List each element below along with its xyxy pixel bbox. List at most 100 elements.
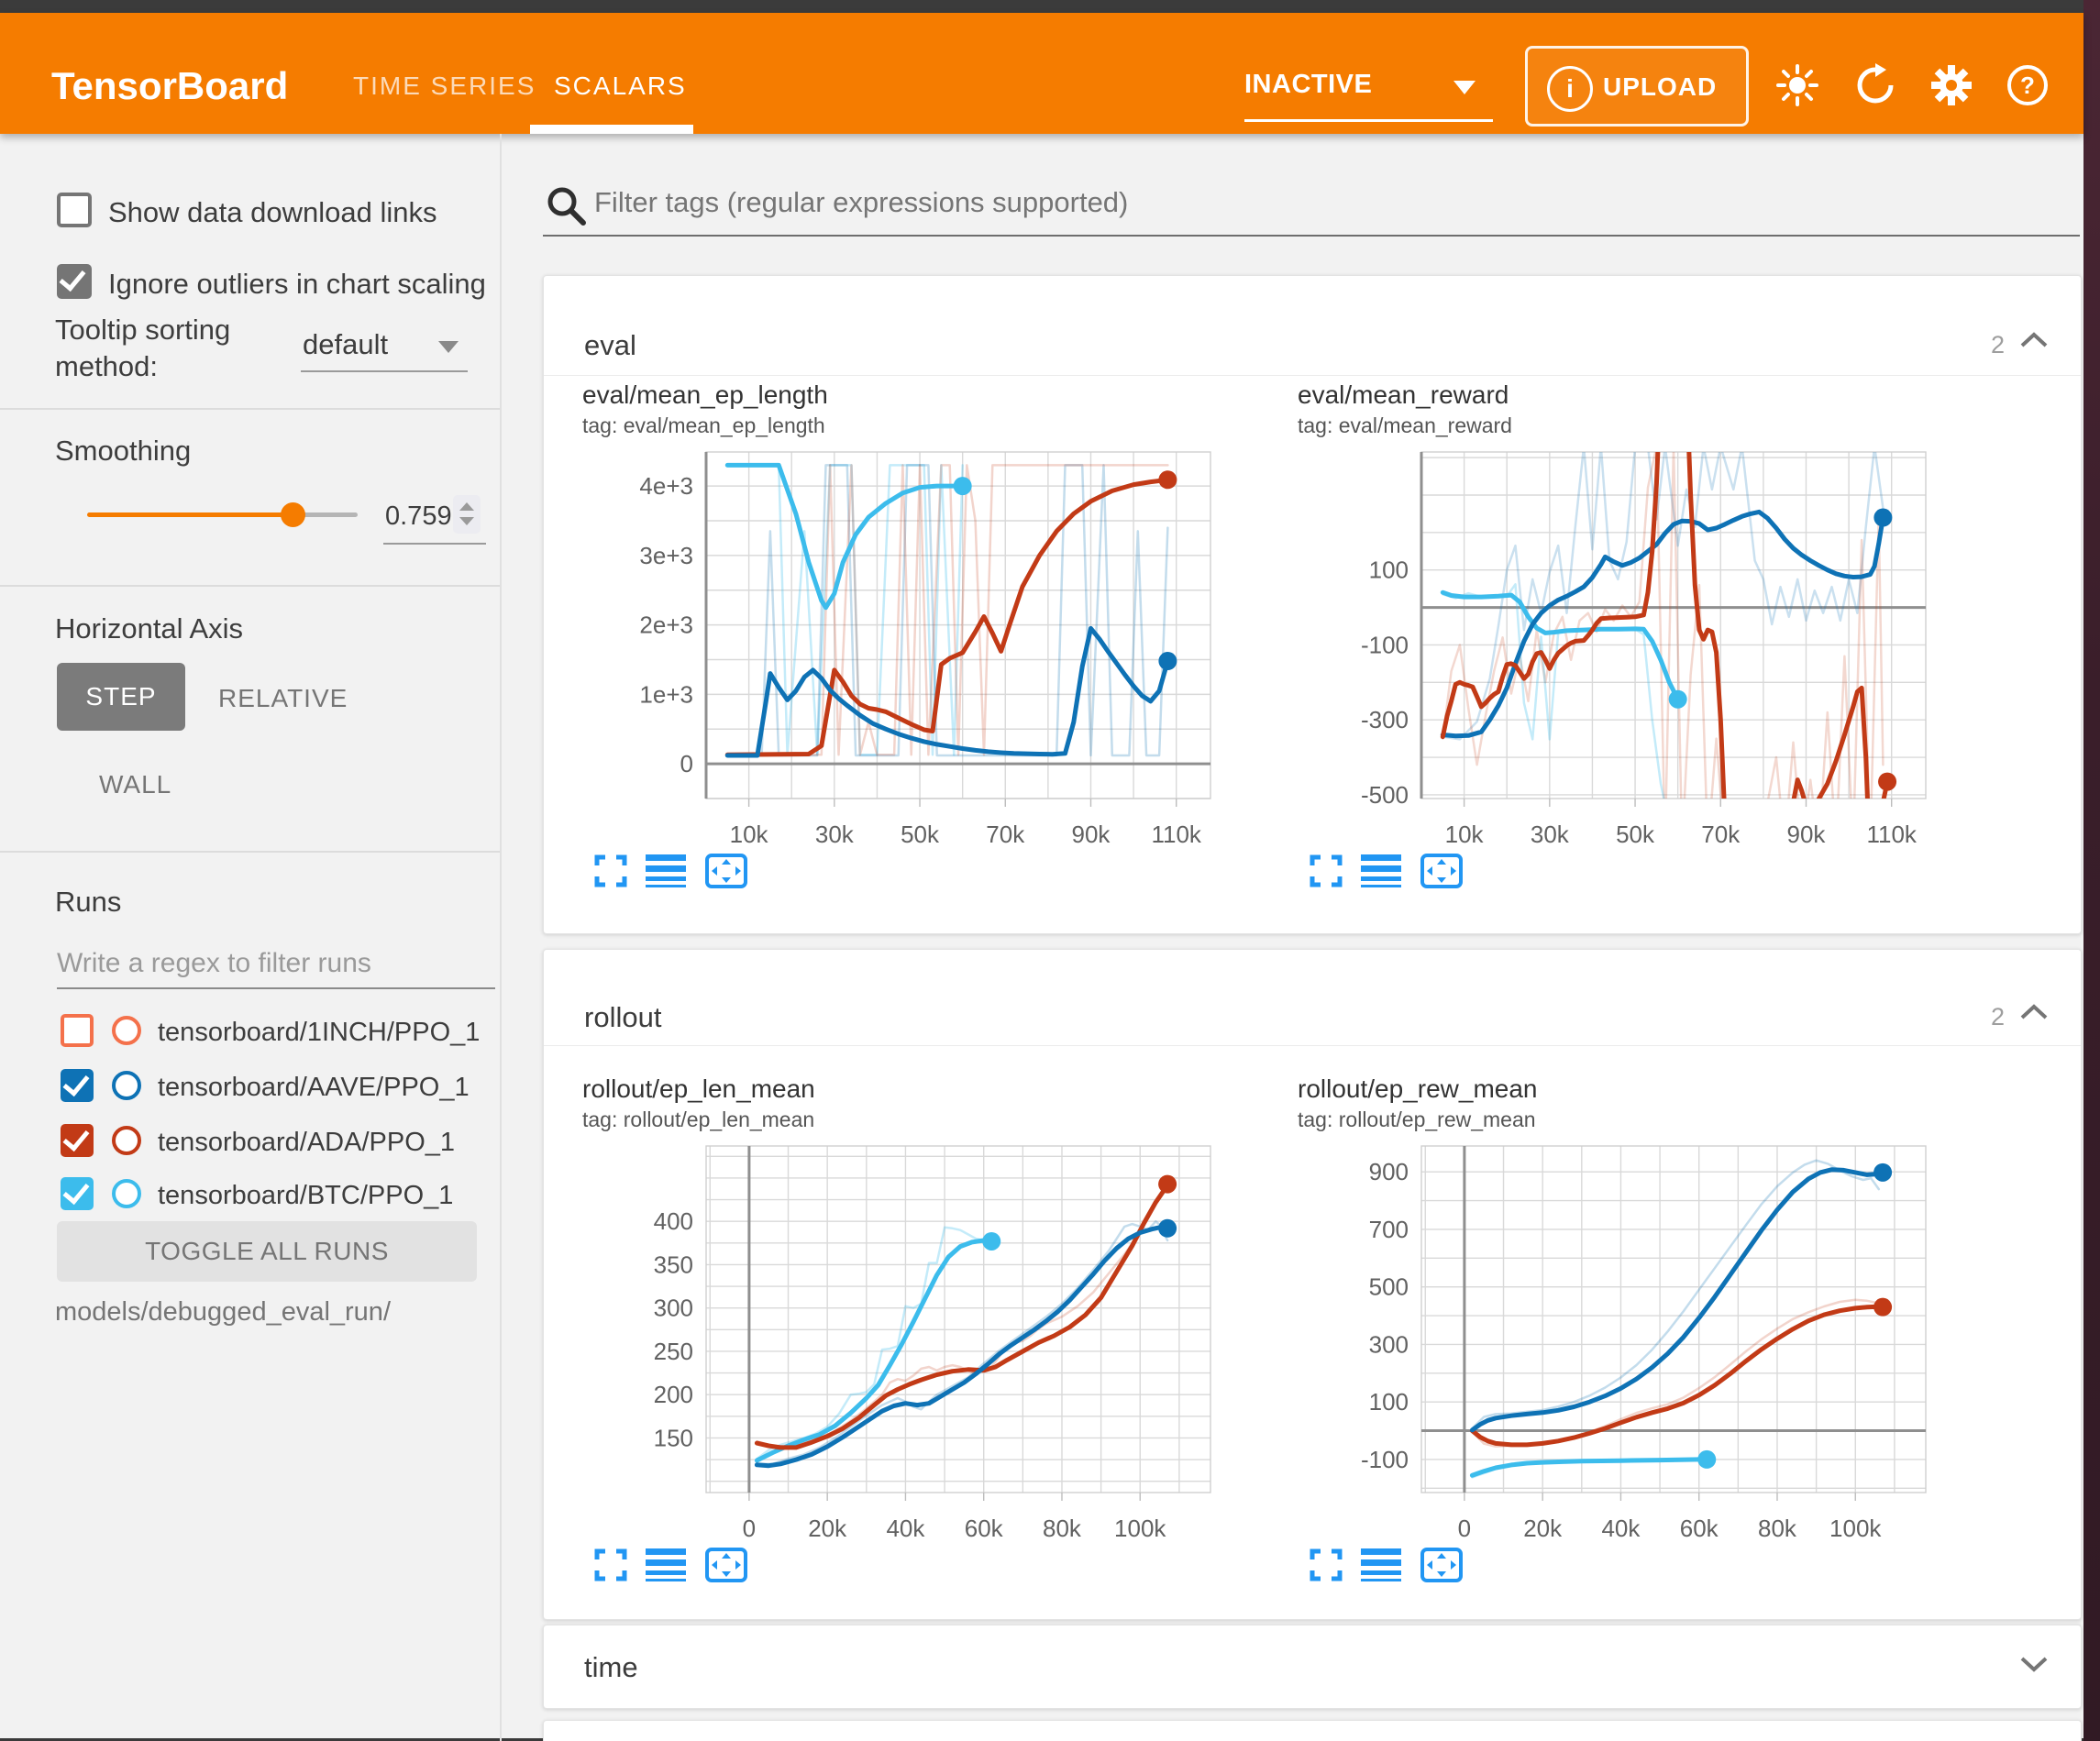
fit-domain-icon[interactable] (1420, 853, 1464, 889)
section-title-rollout: rollout (584, 1001, 661, 1034)
info-icon: i (1547, 66, 1593, 112)
line-chart[interactable]: 020k40k60k80k100k150200250300350400 (569, 1132, 1220, 1545)
show-download-links-label: Show data download links (108, 196, 437, 229)
chevron-down-icon[interactable] (2018, 1653, 2050, 1675)
section-card-partial (543, 1720, 2082, 1741)
svg-text:110k: 110k (1151, 821, 1201, 848)
fit-domain-icon[interactable] (704, 1547, 748, 1583)
app-title: TensorBoard (51, 64, 288, 108)
show-download-links-checkbox[interactable] (57, 193, 92, 227)
svg-text:-100: -100 (1361, 631, 1409, 658)
smoothing-label: Smoothing (55, 435, 191, 468)
refresh-icon[interactable] (1853, 63, 1897, 107)
run-status-value: INACTIVE (1244, 70, 1372, 100)
runs-label: Runs (55, 886, 121, 919)
fullscreen-icon[interactable] (594, 854, 627, 887)
upload-button[interactable]: i UPLOAD (1525, 46, 1749, 127)
smoothing-stepper[interactable] (453, 495, 481, 534)
haxis-step-button[interactable]: STEP (57, 663, 185, 731)
chart-eval-mean-ep-length: eval/mean_ep_length tag: eval/mean_ep_le… (569, 380, 1220, 889)
dropdown-arrow-icon (438, 341, 459, 353)
fullscreen-icon[interactable] (594, 1548, 627, 1581)
chart-rollout-ep-len-mean: rollout/ep_len_mean tag: rollout/ep_len_… (569, 1074, 1220, 1583)
svg-text:70k: 70k (986, 821, 1025, 848)
svg-text:0: 0 (743, 1515, 756, 1542)
fit-domain-icon[interactable] (1420, 1547, 1464, 1583)
svg-text:300: 300 (654, 1295, 693, 1322)
tab-scalars[interactable]: SCALARS (554, 72, 687, 101)
runs-filter-underline (57, 987, 495, 989)
run-checkbox-btc[interactable] (61, 1177, 94, 1210)
card-divider (544, 375, 2081, 376)
help-icon[interactable]: ? (2006, 63, 2050, 107)
log-scale-icon[interactable] (1361, 1547, 1401, 1583)
line-chart[interactable]: 10k30k50k70k90k110k100-100-300-500 (1284, 438, 1935, 851)
filter-tags-input[interactable]: Filter tags (regular expressions support… (594, 186, 1128, 219)
ignore-outliers-checkbox[interactable] (57, 264, 92, 299)
fullscreen-icon[interactable] (1310, 1548, 1343, 1581)
slider-thumb[interactable] (281, 502, 305, 527)
dropdown-underline (1244, 119, 1493, 122)
app-header: TensorBoard TIME SERIES SCALARS INACTIVE… (0, 13, 2083, 134)
chevron-up-icon[interactable] (2018, 329, 2050, 351)
svg-text:80k: 80k (1758, 1515, 1797, 1542)
tab-time-series[interactable]: TIME SERIES (353, 72, 536, 101)
run-color-circle[interactable] (112, 1016, 141, 1045)
svg-text:50k: 50k (1616, 821, 1655, 848)
chart-title: rollout/ep_len_mean (582, 1074, 1220, 1104)
fullscreen-icon[interactable] (1310, 854, 1343, 887)
window-top-strip (0, 0, 2083, 13)
chart-title: rollout/ep_rew_mean (1298, 1074, 1935, 1104)
svg-text:400: 400 (654, 1207, 693, 1235)
svg-text:0: 0 (1458, 1515, 1471, 1542)
svg-text:-300: -300 (1361, 706, 1409, 733)
horizontal-axis-label: Horizontal Axis (55, 612, 243, 645)
toggle-all-runs-button[interactable]: TOGGLE ALL RUNS (57, 1221, 477, 1282)
svg-text:150: 150 (654, 1424, 693, 1451)
run-color-circle[interactable] (112, 1179, 141, 1208)
run-checkbox-aave[interactable] (61, 1069, 94, 1102)
settings-gear-icon[interactable] (1929, 63, 1973, 107)
haxis-wall-button[interactable]: WALL (99, 770, 171, 799)
chevron-up-icon[interactable] (2018, 1001, 2050, 1023)
run-color-circle[interactable] (112, 1071, 141, 1100)
line-chart[interactable]: 10k30k50k70k90k110k01e+32e+33e+34e+3 (569, 438, 1220, 851)
line-chart[interactable]: 020k40k60k80k100k-100100300500700900 (1284, 1132, 1935, 1545)
log-scale-icon[interactable] (646, 853, 686, 889)
run-label: tensorboard/BTC/PPO_1 (158, 1181, 453, 1211)
smoothing-value-input[interactable]: 0.759 (385, 501, 452, 532)
svg-text:300: 300 (1369, 1330, 1409, 1358)
haxis-relative-button[interactable]: RELATIVE (218, 684, 348, 713)
filter-tags-underline (543, 235, 2080, 237)
chart-tag: tag: eval/mean_reward (1298, 413, 1935, 438)
brightness-icon[interactable] (1775, 63, 1819, 107)
run-checkbox-1inch[interactable] (61, 1014, 94, 1047)
active-tab-indicator (530, 125, 693, 134)
svg-text:20k: 20k (1523, 1515, 1563, 1542)
divider (0, 408, 500, 410)
svg-text:?: ? (2020, 72, 2035, 99)
svg-text:30k: 30k (815, 821, 855, 848)
svg-text:0: 0 (680, 750, 693, 777)
svg-text:350: 350 (654, 1251, 693, 1278)
svg-text:110k: 110k (1866, 821, 1917, 848)
svg-text:100k: 100k (1829, 1515, 1882, 1542)
svg-text:30k: 30k (1531, 821, 1570, 848)
svg-text:-100: -100 (1361, 1446, 1409, 1473)
log-scale-icon[interactable] (646, 1547, 686, 1583)
run-color-circle[interactable] (112, 1126, 141, 1155)
run-status-dropdown[interactable]: INACTIVE (1244, 66, 1493, 123)
chart-tag: tag: rollout/ep_rew_mean (1298, 1107, 1935, 1132)
page-scrollbar[interactable] (2083, 0, 2100, 1741)
log-scale-icon[interactable] (1361, 853, 1401, 889)
select-underline (301, 370, 468, 372)
divider (0, 585, 500, 587)
svg-text:90k: 90k (1072, 821, 1111, 848)
svg-text:250: 250 (654, 1338, 693, 1365)
chart-title: eval/mean_ep_length (582, 380, 1220, 410)
fit-domain-icon[interactable] (704, 853, 748, 889)
smoothing-underline (383, 543, 486, 545)
svg-text:500: 500 (1369, 1273, 1409, 1301)
run-checkbox-ada[interactable] (61, 1124, 94, 1157)
runs-filter-input[interactable]: Write a regex to filter runs (57, 948, 371, 979)
